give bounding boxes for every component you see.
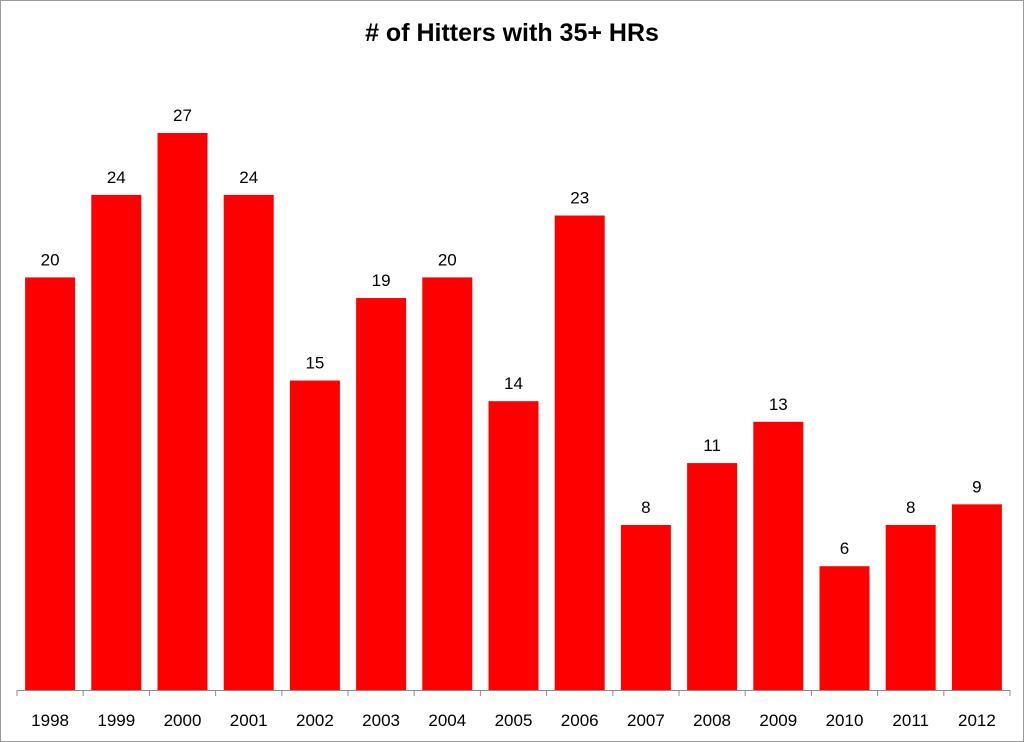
x-tick-label-2007: 2007 bbox=[627, 711, 665, 730]
bar-2011 bbox=[885, 524, 936, 690]
bar-2010 bbox=[819, 566, 870, 690]
x-tick-label-2008: 2008 bbox=[693, 711, 731, 730]
data-label-2007: 8 bbox=[641, 498, 650, 517]
data-label-2004: 20 bbox=[438, 250, 457, 269]
x-tick-label-2004: 2004 bbox=[428, 711, 466, 730]
data-label-2010: 6 bbox=[840, 539, 849, 558]
x-tick-label-2000: 2000 bbox=[164, 711, 202, 730]
bar-2004 bbox=[422, 277, 473, 690]
x-tick-label-2009: 2009 bbox=[759, 711, 797, 730]
data-label-2011: 8 bbox=[906, 498, 915, 517]
bar-1999 bbox=[91, 194, 142, 690]
x-tick-label-1999: 1999 bbox=[97, 711, 135, 730]
x-tick-label-2001: 2001 bbox=[230, 711, 268, 730]
bar-2003 bbox=[356, 298, 407, 690]
bar-2001 bbox=[223, 194, 274, 690]
chart-title: # of Hitters with 35+ HRs bbox=[365, 19, 659, 47]
bar-1998 bbox=[25, 277, 76, 690]
data-label-2006: 23 bbox=[570, 189, 589, 208]
data-label-2005: 14 bbox=[504, 374, 523, 393]
bar-2012 bbox=[951, 504, 1002, 690]
bar-2005 bbox=[488, 401, 539, 690]
x-tick-label-1998: 1998 bbox=[31, 711, 69, 730]
data-label-2000: 27 bbox=[173, 106, 192, 125]
bar-2002 bbox=[289, 380, 340, 690]
data-label-2009: 13 bbox=[769, 395, 788, 414]
x-tick-label-2005: 2005 bbox=[495, 711, 533, 730]
data-label-2002: 15 bbox=[305, 354, 324, 373]
bar-2008 bbox=[687, 463, 738, 690]
x-tick-label-2006: 2006 bbox=[561, 711, 599, 730]
bar-2007 bbox=[620, 524, 671, 690]
data-label-1999: 24 bbox=[107, 168, 126, 187]
data-label-2008: 11 bbox=[703, 436, 721, 455]
bar-2009 bbox=[753, 421, 804, 690]
x-tick-label-2011: 2011 bbox=[892, 711, 929, 730]
x-tick-label-2012: 2012 bbox=[958, 711, 996, 730]
bar-2000 bbox=[157, 133, 208, 690]
data-label-2003: 19 bbox=[372, 271, 391, 290]
bar-2006 bbox=[554, 215, 605, 690]
data-label-2001: 24 bbox=[239, 168, 258, 187]
data-label-2012: 9 bbox=[972, 477, 981, 496]
x-tick-label-2010: 2010 bbox=[826, 711, 864, 730]
x-tick-label-2002: 2002 bbox=[296, 711, 334, 730]
data-label-1998: 20 bbox=[41, 250, 60, 269]
x-tick-label-2003: 2003 bbox=[362, 711, 400, 730]
